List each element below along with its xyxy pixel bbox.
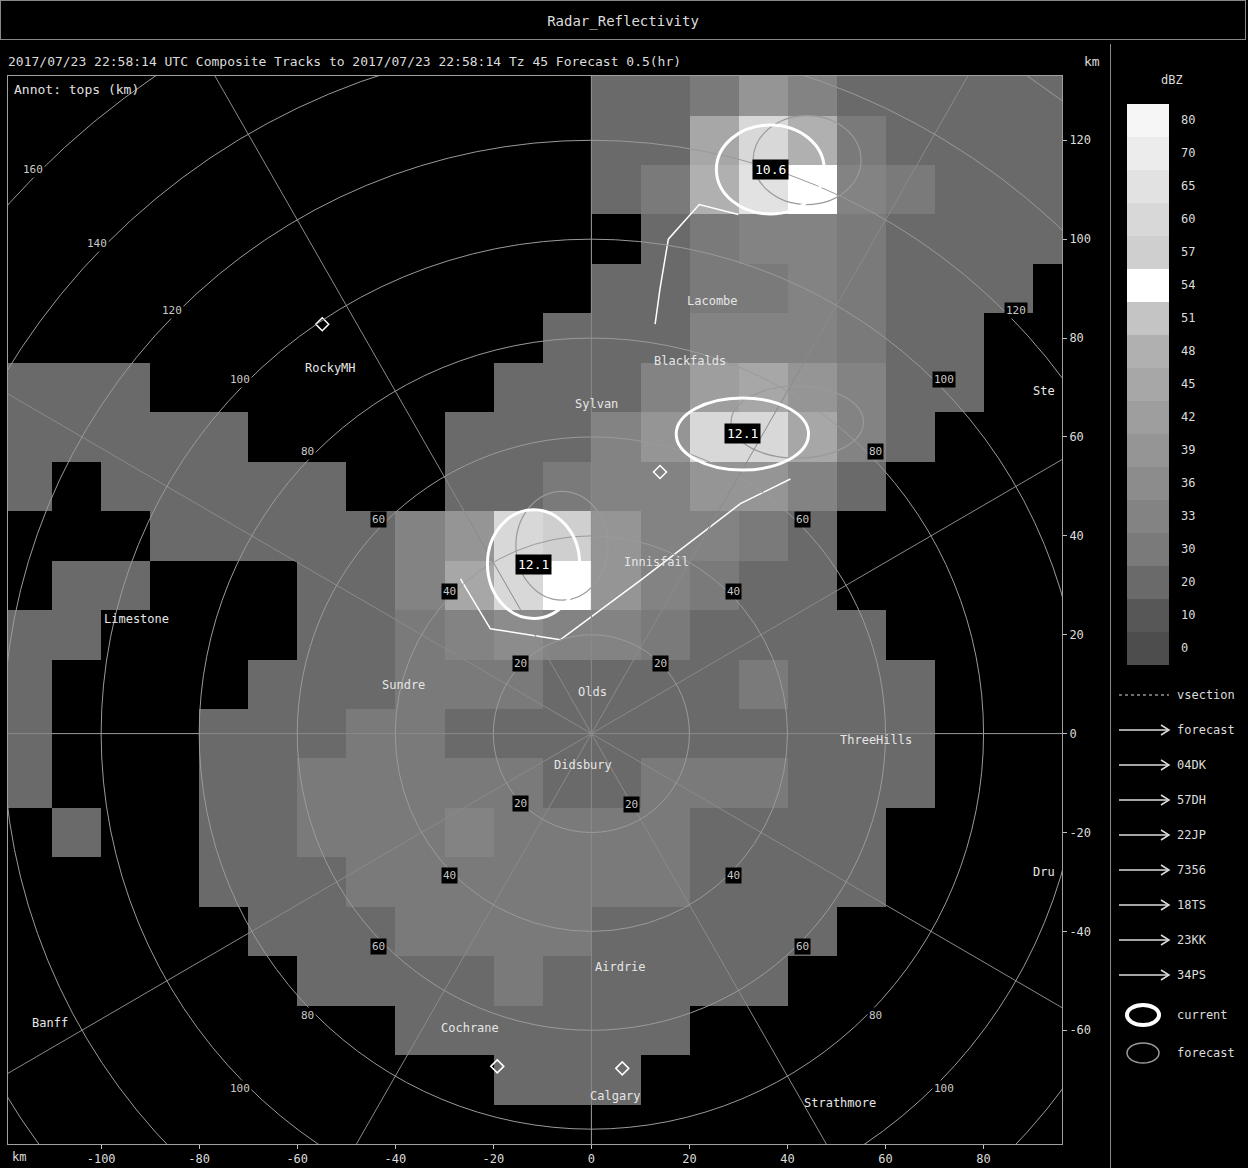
svg-text:36: 36 <box>1181 476 1195 490</box>
html-text:km: km <box>1084 54 1100 69</box>
svg-text:40: 40 <box>1069 529 1083 543</box>
svg-text:80: 80 <box>869 445 882 458</box>
svg-text:-60: -60 <box>286 1152 308 1166</box>
svg-text:51: 51 <box>1181 311 1195 325</box>
svg-text:-100: -100 <box>87 1152 116 1166</box>
svg-text:20: 20 <box>654 657 667 670</box>
svg-text:0: 0 <box>588 1152 595 1166</box>
svg-text:Sylvan: Sylvan <box>575 397 618 411</box>
svg-text:Sundre: Sundre <box>382 678 425 692</box>
svg-text:40: 40 <box>727 869 740 882</box>
svg-text:20: 20 <box>514 657 527 670</box>
svg-text:Limestone: Limestone <box>104 612 169 626</box>
svg-text:120: 120 <box>1069 133 1091 147</box>
svg-text:10.6: 10.6 <box>755 162 786 177</box>
svg-text:20: 20 <box>625 798 638 811</box>
svg-text:57DH: 57DH <box>1177 793 1206 807</box>
svg-text:-20: -20 <box>482 1152 504 1166</box>
svg-text:-40: -40 <box>384 1152 406 1166</box>
svg-text:20: 20 <box>1069 628 1083 642</box>
svg-text:120: 120 <box>162 304 182 317</box>
svg-text:20: 20 <box>682 1152 696 1166</box>
html-text:Radar_Reflectivity: Radar_Reflectivity <box>547 13 699 29</box>
svg-text:60: 60 <box>1181 212 1195 226</box>
svg-text:forecast: forecast <box>1177 1046 1235 1060</box>
svg-text:80: 80 <box>976 1152 990 1166</box>
svg-text:-60: -60 <box>1069 1023 1091 1037</box>
svg-text:80: 80 <box>301 445 314 458</box>
svg-text:120: 120 <box>1006 304 1026 317</box>
svg-text:Banff: Banff <box>32 1016 68 1030</box>
svg-text:33: 33 <box>1181 509 1195 523</box>
svg-text:80: 80 <box>1181 113 1195 127</box>
svg-text:23KK: 23KK <box>1177 933 1207 947</box>
svg-text:70: 70 <box>1181 146 1195 160</box>
svg-text:65: 65 <box>1181 179 1195 193</box>
svg-text:22JP: 22JP <box>1177 828 1206 842</box>
svg-text:dBZ: dBZ <box>1161 73 1183 87</box>
svg-text:57: 57 <box>1181 245 1195 259</box>
svg-text:Cochrane: Cochrane <box>441 1021 499 1035</box>
svg-text:39: 39 <box>1181 443 1195 457</box>
html-text:km: km <box>12 1150 27 1164</box>
svg-text:12.1: 12.1 <box>727 426 758 441</box>
svg-text:Olds: Olds <box>578 685 607 699</box>
svg-text:20: 20 <box>514 797 527 810</box>
svg-text:40: 40 <box>443 869 456 882</box>
svg-text:100: 100 <box>934 373 954 386</box>
svg-text:forecast: forecast <box>1177 723 1235 737</box>
svg-text:Didsbury: Didsbury <box>554 758 612 772</box>
svg-text:18TS: 18TS <box>1177 898 1206 912</box>
svg-text:ThreeHills: ThreeHills <box>840 733 912 747</box>
svg-text:80: 80 <box>1069 331 1083 345</box>
svg-text:80: 80 <box>301 1009 314 1022</box>
svg-text:40: 40 <box>780 1152 794 1166</box>
svg-text:Innisfail: Innisfail <box>624 555 689 569</box>
svg-text:34PS: 34PS <box>1177 968 1206 982</box>
svg-text:0: 0 <box>1181 641 1188 655</box>
svg-text:80: 80 <box>869 1009 882 1022</box>
svg-text:Strathmore: Strathmore <box>804 1096 876 1110</box>
svg-text:60: 60 <box>1069 430 1083 444</box>
svg-text:42: 42 <box>1181 410 1195 424</box>
svg-text:-20: -20 <box>1069 826 1091 840</box>
svg-text:60: 60 <box>796 940 809 953</box>
svg-text:10: 10 <box>1181 608 1195 622</box>
svg-text:60: 60 <box>878 1152 892 1166</box>
svg-text:12.1: 12.1 <box>518 557 549 572</box>
svg-text:60: 60 <box>372 513 385 526</box>
svg-text:100: 100 <box>934 1082 954 1095</box>
svg-text:54: 54 <box>1181 278 1195 292</box>
svg-text:160: 160 <box>23 163 43 176</box>
svg-text:48: 48 <box>1181 344 1195 358</box>
svg-text:vsection: vsection <box>1177 688 1235 702</box>
svg-text:7356: 7356 <box>1177 863 1206 877</box>
svg-text:-40: -40 <box>1069 925 1091 939</box>
svg-text:60: 60 <box>372 940 385 953</box>
svg-text:45: 45 <box>1181 377 1195 391</box>
svg-text:current: current <box>1177 1008 1228 1022</box>
svg-text:100: 100 <box>1069 232 1091 246</box>
svg-text:Airdrie: Airdrie <box>595 960 646 974</box>
svg-text:Lacombe: Lacombe <box>687 294 738 308</box>
svg-text:04DK: 04DK <box>1177 758 1207 772</box>
svg-text:20: 20 <box>1181 575 1195 589</box>
svg-text:100: 100 <box>230 1082 250 1095</box>
svg-text:Annot: tops (km): Annot: tops (km) <box>14 82 139 97</box>
html-text:2017/07/23 22:58:14 UTC Compos: 2017/07/23 22:58:14 UTC Composite Tracks… <box>8 54 682 69</box>
svg-text:Calgary: Calgary <box>590 1089 641 1103</box>
svg-text:40: 40 <box>727 585 740 598</box>
svg-text:140: 140 <box>87 237 107 250</box>
svg-text:Dru: Dru <box>1033 865 1055 879</box>
svg-text:30: 30 <box>1181 542 1195 556</box>
svg-text:-80: -80 <box>188 1152 210 1166</box>
svg-text:0: 0 <box>1069 727 1076 741</box>
svg-text:60: 60 <box>796 513 809 526</box>
svg-text:40: 40 <box>443 585 456 598</box>
svg-text:Blackfalds: Blackfalds <box>654 354 726 368</box>
svg-text:100: 100 <box>230 373 250 386</box>
svg-text:Ste: Ste <box>1033 384 1055 398</box>
svg-text:RockyMH: RockyMH <box>305 361 356 375</box>
